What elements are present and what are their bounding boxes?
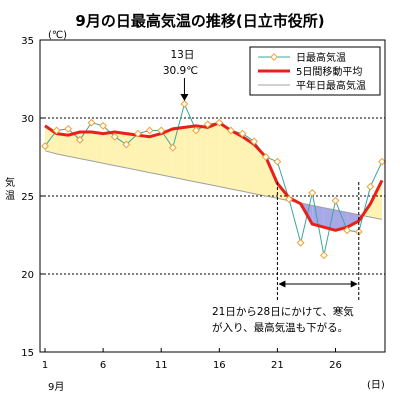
daily-marker — [319, 251, 328, 260]
daily-marker — [168, 143, 177, 152]
above-normal-fill — [138, 135, 150, 173]
x-tick-label: 21 — [271, 360, 284, 371]
cold-period-text-line2: が入り、最高気温も下がる。 — [212, 321, 348, 334]
daily-marker — [157, 126, 166, 135]
y-axis-label: 気温 — [5, 176, 15, 202]
daily-marker — [75, 135, 84, 144]
x-month-label: 9月 — [48, 381, 64, 393]
above-normal-fill — [207, 122, 220, 187]
above-normal-fill — [103, 132, 115, 166]
y-tick-label: 25 — [21, 192, 34, 203]
daily-marker — [192, 126, 200, 135]
daily-marker — [145, 126, 154, 135]
above-normal-fill — [56, 133, 69, 157]
above-normal-fill — [126, 133, 138, 171]
x-unit-label: (日) — [367, 380, 385, 391]
daily-marker — [343, 226, 352, 235]
above-normal-fill — [68, 132, 80, 159]
above-normal-fill — [184, 125, 197, 182]
daily-marker — [296, 238, 305, 247]
peak-day-annotation: 13日 — [171, 49, 195, 61]
normal-temperature-line — [44, 150, 383, 220]
above-normal-fill — [114, 132, 127, 168]
below-normal-fill — [335, 210, 348, 231]
cold-period-arrow-right-head — [350, 280, 358, 288]
daily-marker — [41, 142, 49, 150]
daily-marker — [378, 157, 386, 166]
daily-marker — [134, 129, 142, 138]
daily-marker — [122, 140, 131, 149]
above-normal-fill — [161, 128, 173, 178]
daily-marker — [285, 195, 293, 204]
moving-average-line — [44, 121, 384, 232]
daily-marker — [87, 118, 96, 127]
daily-marker — [215, 118, 224, 127]
above-normal-fill — [219, 122, 231, 189]
daily-marker — [308, 188, 317, 197]
x-tick-label: 11 — [155, 360, 168, 371]
above-normal-fill — [230, 130, 243, 192]
y-tick-label: 20 — [21, 270, 34, 281]
below-normal-fill — [347, 212, 359, 228]
x-tick-label: 1 — [42, 360, 48, 371]
cold-period-arrow-left-head — [278, 280, 286, 288]
y-tick-label: 15 — [21, 348, 34, 359]
daily-marker — [366, 182, 375, 191]
above-normal-fill — [242, 136, 255, 194]
daily-marker — [52, 126, 61, 135]
y-unit-label: (℃) — [48, 30, 67, 41]
above-normal-fill — [370, 180, 382, 220]
cold-period-text-line1: 21日から28日にかけて、寒気 — [212, 305, 354, 318]
chart-title: 9月の日最高気温の推移(日立市役所) — [75, 12, 325, 30]
daily-marker — [180, 100, 189, 108]
legend-normal-label: 平年日最高気温 — [296, 79, 366, 92]
daily-marker — [64, 125, 73, 133]
x-tick-label: 16 — [213, 360, 226, 371]
daily-marker — [203, 120, 212, 129]
legend-moving-average-label: 5日間移動平均 — [296, 65, 362, 78]
peak-value-annotation: 30.9℃ — [163, 65, 198, 77]
daily-marker — [110, 132, 119, 141]
peak-arrow-head — [180, 94, 189, 101]
daily-marker — [354, 227, 363, 236]
legend-daily-marker — [270, 53, 278, 61]
daily-marker — [227, 126, 235, 135]
above-normal-fill — [79, 132, 92, 161]
above-normal-fill — [91, 132, 104, 164]
daily-marker — [99, 121, 108, 130]
y-tick-label: 35 — [21, 36, 34, 47]
above-normal-fill — [172, 127, 185, 180]
above-normal-fill — [196, 125, 208, 185]
y-tick-label: 30 — [21, 114, 34, 125]
daily-marker — [261, 153, 270, 161]
daily-marker — [273, 157, 282, 166]
daily-marker — [238, 129, 247, 138]
x-tick-label: 6 — [100, 360, 106, 371]
above-normal-fill — [149, 133, 162, 175]
x-tick-label: 26 — [329, 360, 342, 371]
legend-daily-label: 日最高気温 — [296, 51, 346, 64]
daily-marker — [331, 196, 340, 205]
daily-marker — [250, 137, 259, 146]
